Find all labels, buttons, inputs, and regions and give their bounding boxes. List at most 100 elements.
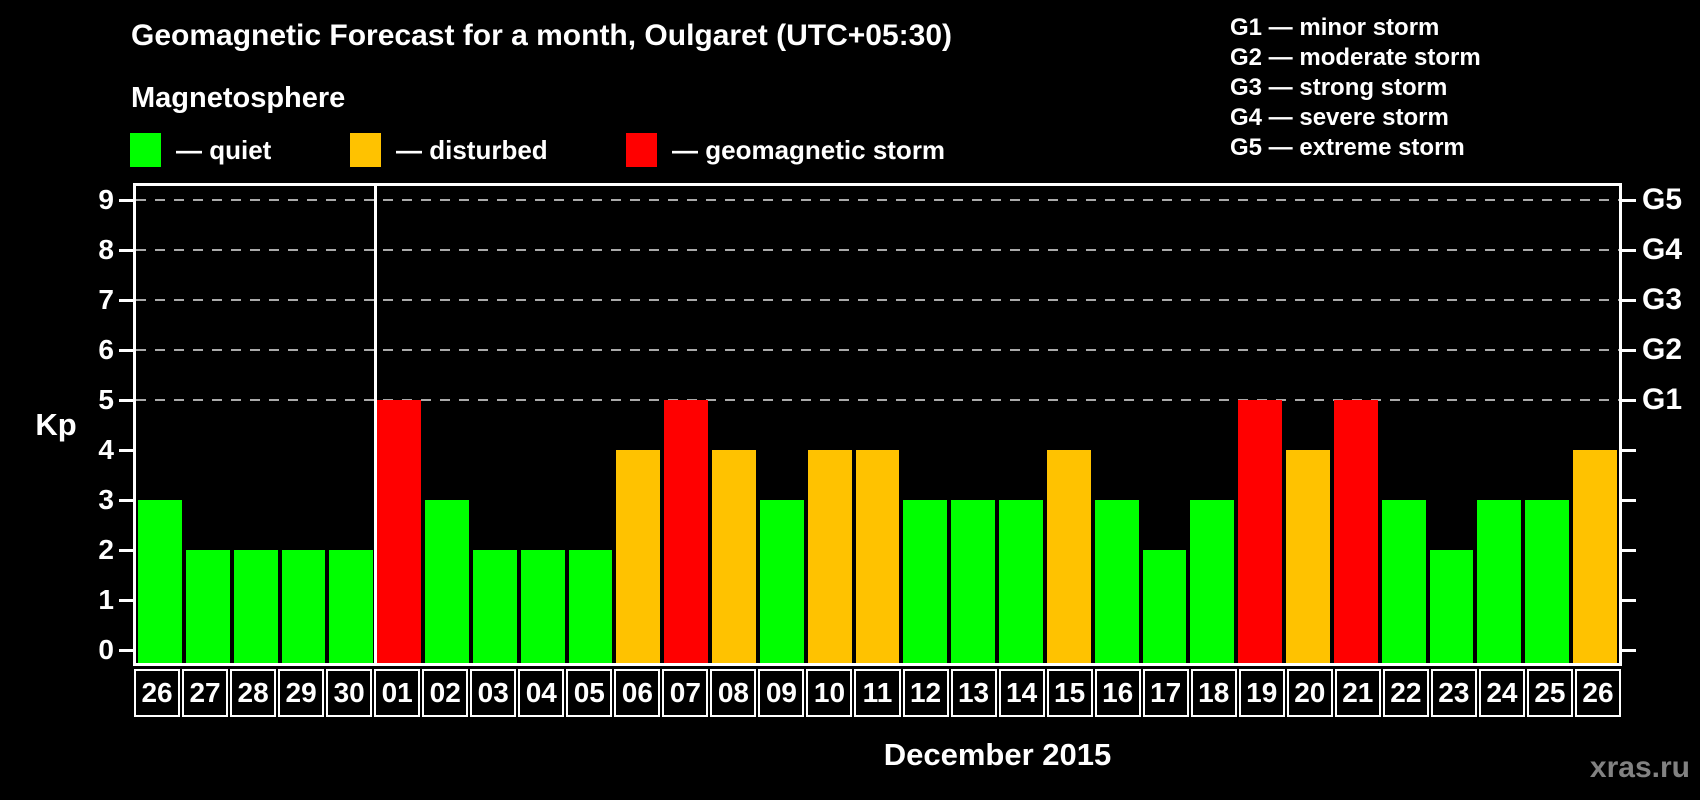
left-axis-tick-5 [119,399,133,402]
y-tick-label-2: 2 [98,534,114,565]
date-box-10: 10 [806,669,853,717]
x-axis-date-row: 26 27 28 29 30 01 02 03 04 05 06 07 08 09 10 11 12 13 14 15… [133,669,1622,717]
date-box-20: 20 [1286,669,1333,717]
date-box-17: 17 [1142,669,1189,717]
legend-item-disturbed: — disturbed [350,133,548,167]
right-axis-tick-8 [1622,249,1636,252]
y-tick-label-8: 8 [98,234,114,265]
y-tick-label-6: 6 [98,334,114,365]
kp-bar-day-07 [664,400,709,663]
y-tick-label-0: 0 [98,634,114,665]
kp-bar-day-26 [1573,450,1617,663]
kp-bar-day-12 [903,500,948,663]
kp-bar-day-24 [1477,500,1522,663]
date-box-02: 02 [422,669,469,717]
watermark: xras.ru [1589,751,1690,784]
gridline-kp8 [136,249,1619,251]
y-tick-label-3: 3 [98,484,114,515]
date-box-26: 26 [134,669,181,717]
date-box-18: 18 [1190,669,1237,717]
kp-bar-day-20 [1286,450,1330,663]
date-box-30: 30 [326,669,373,717]
right-axis-tick-9 [1622,199,1636,202]
date-box-09: 09 [758,669,805,717]
kp-bar-day-09 [759,500,804,663]
date-box-04: 04 [518,669,565,717]
kp-bar-day-05 [568,550,613,663]
date-box-01: 01 [374,669,421,717]
gridline-kp5 [136,399,1619,401]
disturbed-swatch-icon [350,133,381,167]
y-tick-label-1: 1 [98,584,114,615]
right-axis-tick-0 [1622,649,1636,652]
legend-label-disturbed: — disturbed [396,134,548,165]
kp-bar-day-01 [377,400,422,663]
g-tick-label-G1: G1 [1642,383,1683,416]
kp-bar-day-13 [951,500,996,663]
kp-bar-day-11 [855,450,900,663]
gridline-kp7 [136,299,1619,301]
date-box-16: 16 [1094,669,1141,717]
date-box-21: 21 [1334,669,1381,717]
y-axis-label: Kp [35,407,77,442]
kp-bar-day-27 [185,550,230,663]
date-box-07: 07 [662,669,709,717]
kp-bar-day-22 [1381,500,1426,663]
right-axis-tick-3 [1622,499,1636,502]
date-box-19: 19 [1238,669,1285,717]
kp-bar-day-18 [1190,500,1235,663]
left-axis-tick-0 [119,649,133,652]
left-axis-tick-6 [119,349,133,352]
date-box-28: 28 [230,669,277,717]
kp-bar-day-14 [999,500,1043,663]
date-box-05: 05 [566,669,613,717]
kp-bar-day-10 [807,450,852,663]
left-axis-tick-8 [119,249,133,252]
g-tick-label-G5: G5 [1642,183,1683,216]
kp-bar-day-23 [1429,550,1474,663]
gridline-kp6 [136,349,1619,351]
left-axis-tick-7 [119,299,133,302]
kp-bar-day-02 [425,500,469,663]
date-box-23: 23 [1430,669,1477,717]
kp-bar-day-17 [1142,550,1187,663]
kp-bar-day-30 [329,550,374,663]
kp-bar-day-08 [712,450,756,663]
g-legend-line-2: G2 — moderate storm [1230,44,1481,71]
kp-bar-day-03 [472,550,517,663]
g-scale-legend: G1 — minor storm G2 — moderate storm G3 — … [1230,13,1481,163]
date-box-25: 25 [1526,669,1573,717]
kp-bar-day-29 [281,550,326,663]
storm-swatch-icon [626,133,657,167]
left-axis-tick-2 [119,549,133,552]
quiet-swatch-icon [130,133,161,167]
y-tick-label-7: 7 [98,284,114,315]
right-axis-tick-5 [1622,399,1636,402]
g-legend-line-1: G1 — minor storm [1230,14,1440,41]
y-tick-label-4: 4 [98,434,114,465]
month-separator-line [373,186,377,663]
date-box-06: 06 [614,669,661,717]
y-tick-label-5: 5 [98,384,114,415]
plot-area [133,183,1622,666]
date-box-27: 27 [182,669,229,717]
kp-bar-day-28 [233,550,278,663]
date-box-24: 24 [1478,669,1525,717]
date-box-15: 15 [1046,669,1093,717]
gridline-kp9 [136,199,1619,201]
legend-label-quiet: — quiet [176,134,272,165]
legend-label-storm: — geomagnetic storm [672,134,946,165]
date-box-14: 14 [998,669,1045,717]
g-tick-label-G3: G3 [1642,283,1683,316]
y-tick-label-9: 9 [98,184,114,215]
date-box-13: 13 [950,669,997,717]
g-legend-line-3: G3 — strong storm [1230,74,1448,101]
chart-title: Geomagnetic Forecast for a month, Oulgar… [131,19,953,52]
right-axis-tick-1 [1622,599,1636,602]
right-axis-tick-7 [1622,299,1636,302]
kp-bar-day-19 [1238,400,1283,663]
date-box-12: 12 [902,669,949,717]
left-axis-tick-9 [119,199,133,202]
g-tick-label-G4: G4 [1642,233,1683,266]
